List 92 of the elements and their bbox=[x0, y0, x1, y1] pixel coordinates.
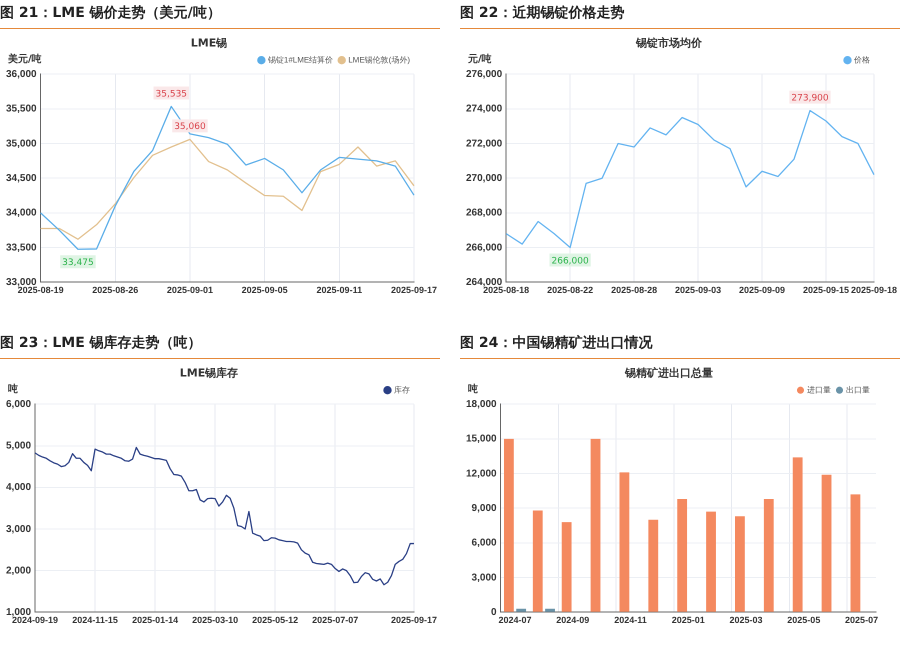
x-tick-label: 2024-11 bbox=[614, 615, 647, 626]
legend-label: LME锡伦敦(场外) bbox=[348, 55, 410, 64]
y-tick-label: 34,500 bbox=[6, 172, 38, 184]
y-tick-label: 35,500 bbox=[6, 104, 38, 115]
x-tick-label: 2025-05-12 bbox=[252, 615, 298, 626]
bar bbox=[590, 438, 600, 612]
x-tick-label: 2025-03 bbox=[730, 615, 763, 626]
x-tick-label: 2025-01 bbox=[672, 615, 705, 626]
x-tick-label: 2025-08-19 bbox=[18, 285, 64, 296]
x-tick-label: 2025-08-26 bbox=[92, 285, 138, 296]
legend-label: 进口量 bbox=[807, 385, 831, 394]
y-tick-label: 0 bbox=[491, 606, 498, 618]
y-tick-label: 4,000 bbox=[6, 482, 32, 494]
bar bbox=[850, 494, 860, 612]
y-tick-label: 270,000 bbox=[466, 172, 503, 184]
bar bbox=[648, 520, 658, 612]
chart-subtitle: LME锡 bbox=[190, 36, 228, 50]
x-tick-label: 2024-09 bbox=[556, 615, 590, 626]
x-tick-label: 2025-09-09 bbox=[739, 285, 786, 296]
annotation: 35,535 bbox=[156, 89, 188, 100]
y-tick-label: 268,000 bbox=[466, 208, 503, 219]
annotation: 266,000 bbox=[552, 256, 589, 266]
y-tick-label: 36,000 bbox=[6, 68, 38, 80]
y-tick-label: 3,000 bbox=[472, 572, 498, 584]
bar bbox=[532, 510, 543, 612]
y-tick-label: 18,000 bbox=[466, 398, 498, 410]
y-axis-title: 元/吨 bbox=[467, 52, 492, 65]
y-tick-label: 15,000 bbox=[466, 434, 498, 445]
chart-title: 图 23：LME 锡库存走势（吨） bbox=[0, 330, 440, 359]
y-tick-label: 5,000 bbox=[6, 440, 32, 452]
chart-title: 图 24：中国锡精矿进出口情况 bbox=[460, 330, 900, 359]
chart-subtitle: 锡精矿进出口总量 bbox=[624, 366, 713, 380]
bar bbox=[545, 608, 555, 612]
y-tick-label: 9,000 bbox=[472, 502, 498, 514]
y-tick-label: 266,000 bbox=[466, 242, 503, 254]
x-tick-label: 2025-09-11 bbox=[316, 285, 362, 296]
y-tick-label: 272,000 bbox=[466, 138, 503, 150]
chart-title: 图 22：近期锡锭价格走势 bbox=[460, 0, 900, 29]
x-tick-label: 2025-09-17 bbox=[390, 285, 438, 296]
y-tick-label: 3,000 bbox=[6, 524, 32, 535]
x-tick-label: 2025-09-05 bbox=[242, 285, 288, 296]
y-tick-label: 12,000 bbox=[466, 468, 498, 480]
chart-title: 图 21：LME 锡价走势（美元/吨） bbox=[0, 0, 440, 29]
bar bbox=[764, 498, 774, 612]
bar bbox=[516, 608, 526, 612]
y-tick-label: 33,000 bbox=[6, 276, 38, 288]
x-tick-label: 2025-08-22 bbox=[547, 285, 594, 296]
bar bbox=[677, 498, 688, 612]
chart-subtitle: 锡锭市场均价 bbox=[635, 36, 703, 50]
x-tick-label: 2025-09-15 bbox=[802, 285, 850, 296]
bar bbox=[735, 516, 745, 612]
chart-subtitle: LME锡库存 bbox=[180, 366, 238, 380]
y-axis-title: 吨 bbox=[8, 382, 18, 395]
y-tick-label: 2,000 bbox=[6, 565, 32, 576]
x-tick-label: 2025-03-10 bbox=[192, 615, 238, 626]
bar bbox=[619, 472, 630, 612]
y-tick-label: 264,000 bbox=[466, 276, 503, 288]
x-tick-label: 2025-09-17 bbox=[390, 615, 438, 626]
y-tick-label: 35,000 bbox=[6, 138, 38, 150]
legend-label: 出口量 bbox=[846, 385, 870, 394]
y-tick-label: 1,000 bbox=[6, 606, 32, 618]
annotation: 35,060 bbox=[174, 122, 206, 132]
legend-label: 价格 bbox=[853, 55, 870, 64]
bar bbox=[822, 474, 832, 612]
y-axis-title: 吨 bbox=[468, 382, 478, 395]
y-tick-label: 276,000 bbox=[466, 68, 503, 80]
x-tick-label: 2024-11-15 bbox=[72, 615, 118, 626]
y-axis-title: 美元/吨 bbox=[7, 52, 42, 65]
bar bbox=[792, 457, 803, 612]
legend-label: 锡锭1#LME结算价 bbox=[266, 55, 334, 64]
annotation: 273,900 bbox=[791, 93, 829, 104]
annotation: 33,475 bbox=[62, 258, 94, 268]
legend-label: 库存 bbox=[394, 385, 410, 394]
x-tick-label: 2024-07 bbox=[498, 615, 532, 626]
x-tick-label: 2025-09-03 bbox=[675, 285, 722, 296]
y-tick-label: 274,000 bbox=[466, 104, 503, 115]
y-tick-label: 34,000 bbox=[6, 208, 38, 219]
x-tick-label: 2024-09-19 bbox=[12, 615, 58, 626]
y-tick-label: 33,500 bbox=[6, 242, 38, 254]
x-tick-label: 2025-08-28 bbox=[611, 285, 658, 296]
x-tick-label: 2025-09-01 bbox=[166, 285, 213, 296]
bar bbox=[562, 522, 572, 612]
bar bbox=[706, 512, 716, 612]
x-tick-label: 2025-07-07 bbox=[312, 615, 358, 626]
y-tick-label: 6,000 bbox=[472, 538, 498, 549]
x-tick-label: 2025-07 bbox=[845, 615, 878, 626]
y-tick-label: 6,000 bbox=[6, 398, 32, 410]
x-tick-label: 2025-05 bbox=[787, 615, 820, 626]
bar bbox=[504, 438, 514, 612]
x-tick-label: 2025-01-14 bbox=[132, 615, 178, 626]
x-tick-label: 2025-08-18 bbox=[483, 285, 530, 296]
x-tick-label: 2025-09-18 bbox=[850, 285, 898, 296]
